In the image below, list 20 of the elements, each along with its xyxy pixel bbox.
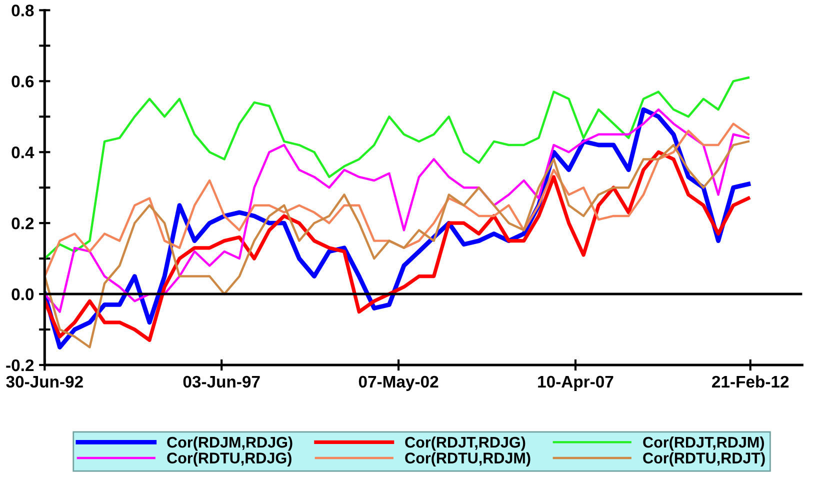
y-tick-label: 0.8 — [12, 4, 34, 16]
legend-label: Cor(RDJM,RDJG) — [167, 436, 292, 451]
legend-label: Cor(RDTU,RDJG) — [167, 452, 292, 466]
x-tick-label: 10-Apr-07 — [538, 376, 614, 391]
x-tick-label: 07-May-02 — [358, 376, 438, 391]
legend-label: Cor(RDJT,RDJM) — [643, 436, 764, 451]
legend-label: Cor(RDTU,RDJT) — [643, 452, 765, 466]
y-tick-label: 0.4 — [12, 146, 34, 158]
legend-label: Cor(RDJT,RDJG) — [405, 436, 526, 451]
y-tick-label: 0.6 — [12, 76, 34, 88]
line-series — [44, 76, 750, 260]
y-tick-label: 0.0 — [12, 288, 34, 300]
legend-label: Cor(RDTU,RDJM) — [405, 452, 530, 466]
line-series — [44, 108, 750, 313]
x-tick-label: 30-Jun-92 — [6, 376, 83, 388]
x-tick-label: 21-Feb-12 — [712, 375, 789, 388]
y-tick-label: 0.2 — [12, 217, 34, 230]
y-tick-label: -0.2 — [6, 359, 34, 372]
x-tick-label: 03-Jun-97 — [183, 376, 260, 388]
line-series — [44, 122, 750, 278]
